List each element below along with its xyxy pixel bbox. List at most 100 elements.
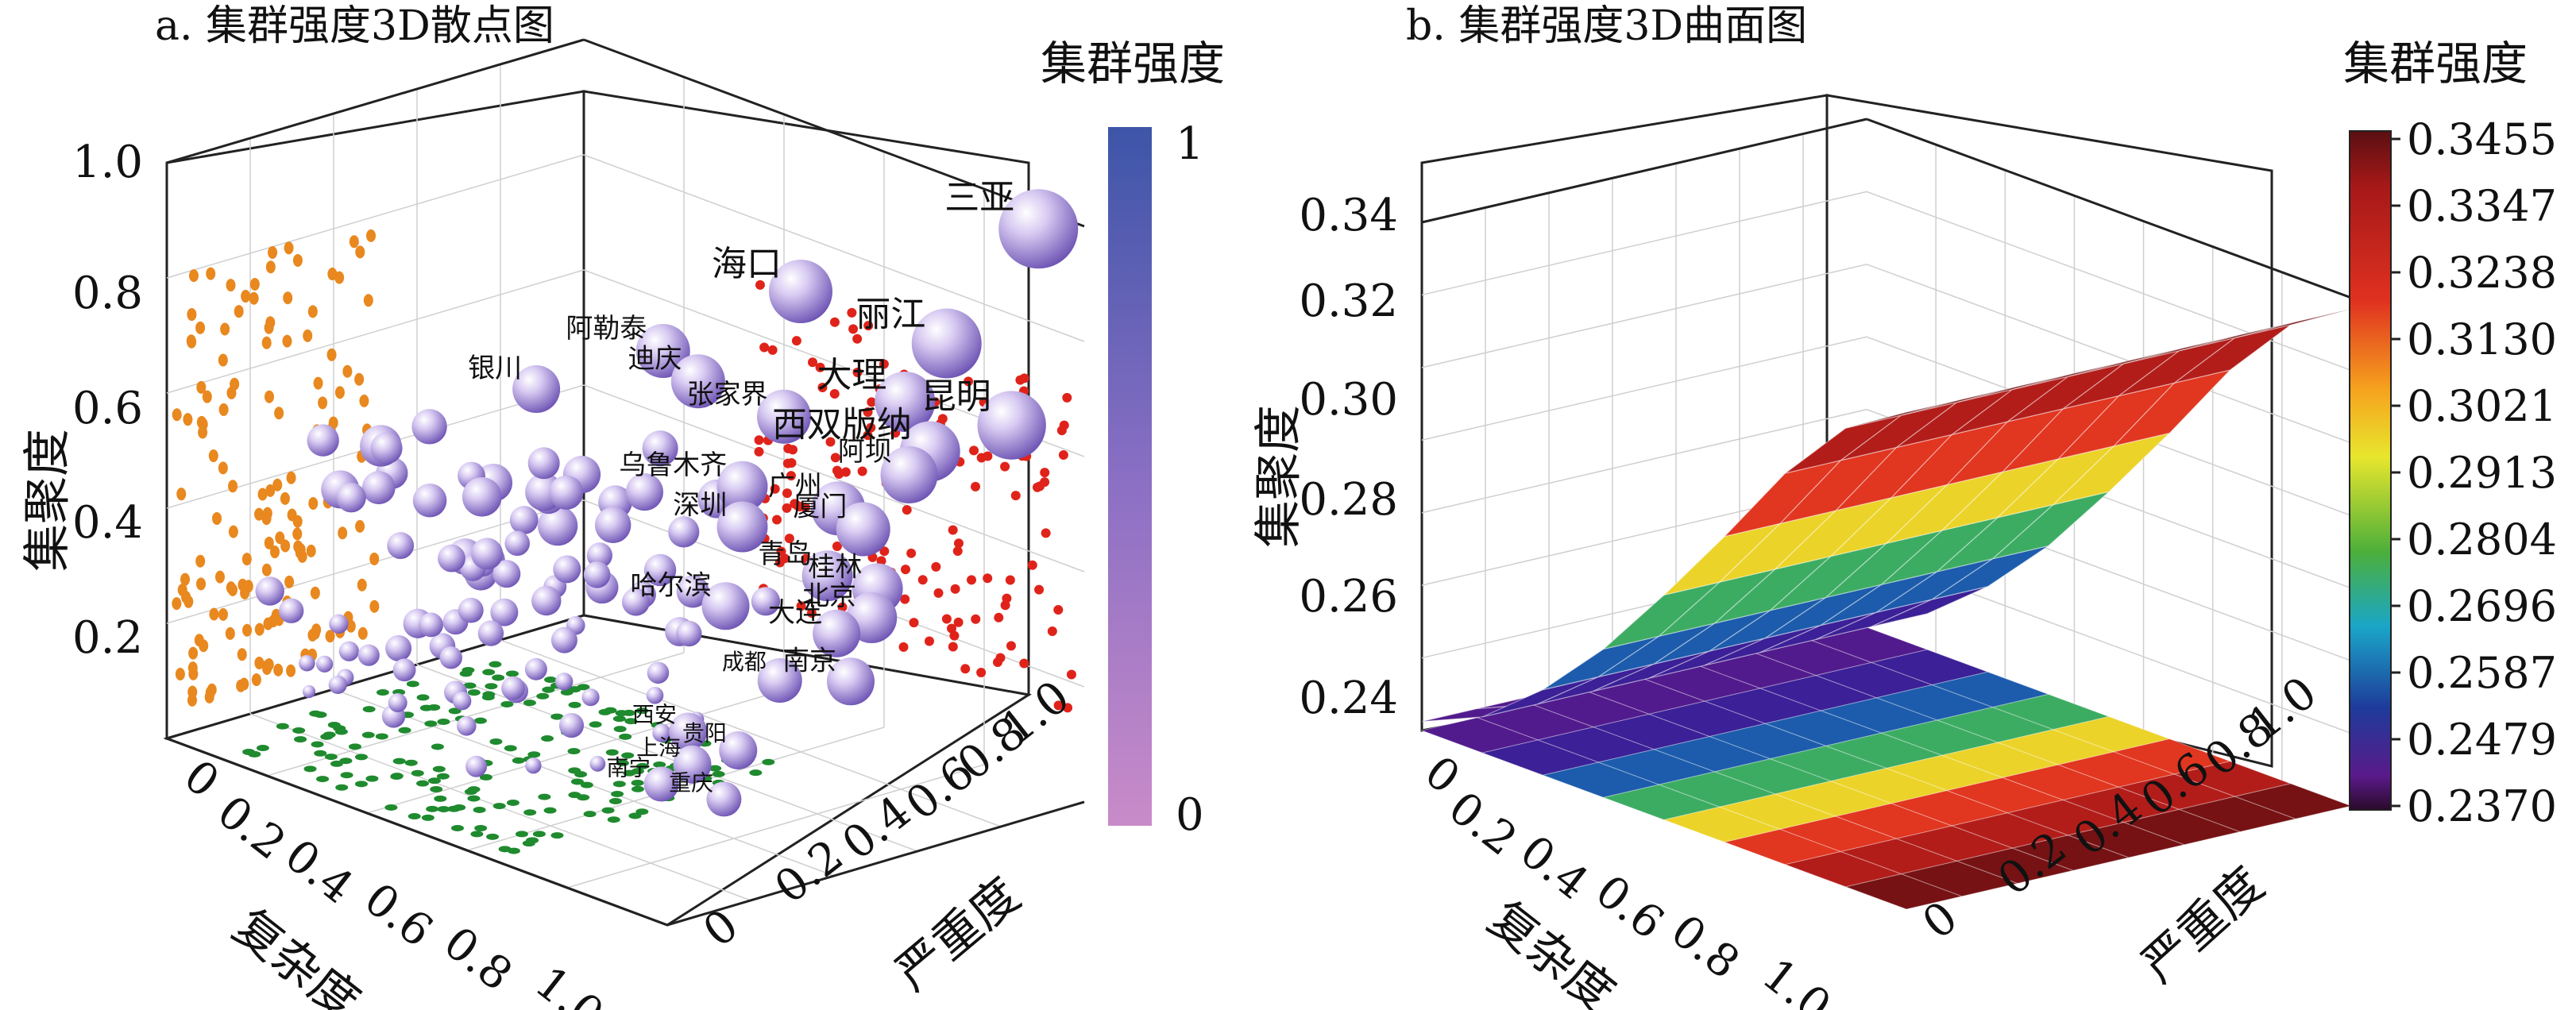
projection-point-yz: [786, 471, 796, 481]
projection-point-xy: [450, 824, 464, 831]
data-sphere: [361, 471, 396, 505]
projection-point-xy: [621, 752, 635, 759]
projection-point-xz: [241, 290, 251, 303]
projection-point-xz: [357, 626, 368, 640]
projection-point-xz: [239, 677, 249, 691]
projection-point-yz: [933, 588, 944, 598]
projection-point-xy: [615, 710, 628, 717]
projection-point-xy: [362, 706, 376, 713]
data-sphere: [646, 686, 664, 704]
chart-a-xlabel: 复杂度: [223, 899, 370, 1010]
city-sphere: [911, 308, 982, 379]
box-edge: [666, 800, 1085, 927]
z-tick: 0.8: [72, 268, 143, 319]
projection-point-xz: [283, 291, 293, 305]
projection-point-xy: [462, 667, 475, 674]
chart-b-colorbar: [2349, 130, 2392, 811]
city-label: 成都: [722, 649, 767, 675]
projection-point-yz: [863, 407, 873, 418]
projection-point-xz: [363, 294, 373, 307]
projection-point-xz: [234, 305, 244, 318]
projection-point-xz: [195, 554, 206, 568]
data-sphere: [621, 588, 650, 616]
projection-point-yz: [848, 324, 859, 334]
projection-point-yz: [947, 623, 957, 634]
projection-point-yz: [983, 451, 993, 461]
colorbar-tick-label: 0.2587: [2407, 648, 2557, 698]
projection-point-xy: [749, 769, 763, 777]
projection-point-xz: [349, 235, 359, 249]
data-sphere: [329, 614, 349, 634]
data-sphere: [583, 561, 611, 588]
projection-point-xy: [628, 812, 642, 819]
projection-point-xz: [318, 396, 328, 410]
chart-b-ylabel: 严重度: [2131, 857, 2275, 993]
x-tick: 0.4: [1510, 826, 1597, 910]
projection-point-xz: [204, 690, 214, 704]
z-tick: 0.28: [1299, 474, 1398, 526]
projection-point-yz: [1047, 626, 1057, 637]
projection-point-xz: [212, 511, 222, 525]
projection-point-xy: [536, 692, 550, 700]
projection-point-xz: [172, 408, 182, 422]
chart-b-zlabel: 集聚度: [1251, 405, 1307, 548]
projection-point-xy: [550, 713, 564, 720]
projection-point-yz: [782, 488, 792, 499]
projection-point-yz: [791, 336, 801, 346]
projection-point-xz: [188, 646, 199, 660]
projection-point-yz: [807, 357, 817, 368]
projection-point-yz: [879, 359, 889, 369]
projection-point-xz: [271, 608, 281, 622]
projection-point-yz: [1027, 560, 1037, 570]
projection-point-yz: [971, 481, 981, 492]
x-tick: 1.0: [525, 957, 612, 1010]
projection-point-yz: [1066, 669, 1076, 680]
projection-point-xy: [398, 727, 411, 734]
projection-point-xy: [515, 831, 528, 838]
chart-a-spheres: [255, 189, 1079, 817]
projection-point-yz: [952, 546, 963, 557]
projection-point-yz: [1005, 575, 1015, 585]
projection-point-xy: [404, 759, 418, 766]
projection-point-xz: [209, 607, 219, 621]
projection-point-yz: [1062, 392, 1072, 403]
projection-point-xy: [577, 684, 590, 691]
data-sphere: [370, 432, 403, 465]
city-sphere: [801, 550, 853, 602]
data-sphere: [492, 560, 521, 588]
projection-point-xz: [274, 407, 284, 420]
projection-point-xy: [474, 825, 488, 832]
y-tick: 0: [694, 900, 748, 958]
projection-point-yz: [953, 538, 964, 549]
city-sphere: [719, 731, 758, 769]
projection-point-yz: [759, 342, 770, 353]
city-label: 海口: [712, 244, 782, 284]
projection-point-yz: [1040, 468, 1050, 478]
projection-point-xy: [436, 773, 450, 780]
projection-point-yz: [776, 546, 786, 557]
projection-point-xy: [473, 806, 486, 813]
surface-chart-b: b. 集群强度3D曲面图 0.24 0.26 0.28 0.30 0.32 0.…: [1251, 2, 2557, 1010]
projection-point-xz: [282, 334, 292, 348]
projection-point-xy: [392, 758, 406, 765]
projection-point-xz: [292, 527, 303, 541]
projection-point-xy: [500, 700, 514, 707]
projection-point-xz: [227, 583, 238, 596]
grid-line: [1421, 336, 2352, 516]
city-sphere: [836, 502, 890, 557]
projection-point-xz: [273, 663, 284, 677]
projection-point-yz: [1063, 703, 1073, 713]
projection-point-yz: [1058, 450, 1068, 461]
chart-a-zlabel: 集聚度: [20, 429, 75, 572]
projection-point-xy: [631, 779, 644, 786]
projection-point-xz: [297, 549, 307, 563]
projection-point-xy: [411, 769, 424, 777]
projection-point-xy: [489, 661, 502, 668]
projection-point-yz: [964, 376, 974, 387]
projection-point-xz: [218, 403, 229, 416]
projection-point-xz: [354, 372, 365, 386]
data-sphere: [412, 483, 447, 518]
projection-point-yz: [857, 466, 867, 476]
